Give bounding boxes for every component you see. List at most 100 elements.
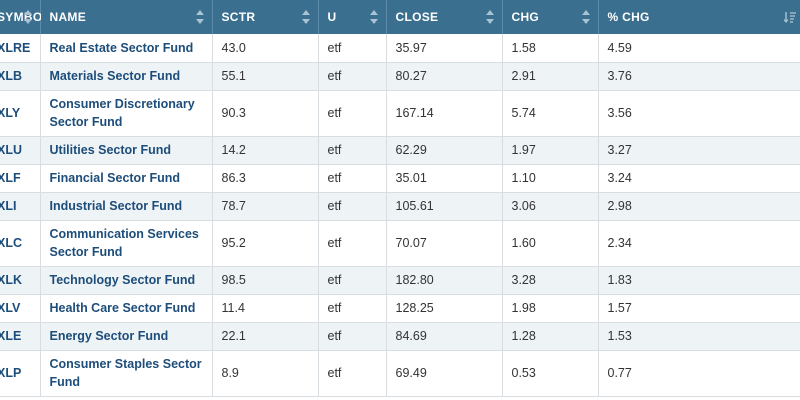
sctr-cell: 14.2 <box>212 136 319 165</box>
fund-name-link[interactable]: Industrial Sector Fund <box>49 199 183 213</box>
sort-icon[interactable] <box>485 10 494 24</box>
column-header-u[interactable]: U <box>318 0 387 34</box>
pct-chg-cell: 0.77 <box>598 350 800 397</box>
table-row[interactable]: XLF Financial Sector Fund 86.3etf35.011.10… <box>0 164 800 193</box>
table-row[interactable]: XLE Energy Sector Fund 22.1etf84.691.281.5… <box>0 322 800 351</box>
column-header-symbol[interactable]: SYMBOL <box>0 0 50 34</box>
sctr-cell: 8.9 <box>212 350 319 397</box>
pct-chg-cell: 1.57 <box>598 294 800 323</box>
table-row[interactable]: XLCCommunication Services Sector Fund 95.… <box>0 220 800 267</box>
chg-cell: 1.28 <box>502 322 599 351</box>
pct-chg-cell: 3.27 <box>598 136 800 165</box>
sort-icon[interactable] <box>301 10 310 24</box>
symbol-cell[interactable]: XLRE <box>0 34 41 63</box>
sctr-cell: 86.3 <box>212 164 319 193</box>
symbol-cell[interactable]: XLP <box>0 350 41 397</box>
universe-cell: etf <box>318 164 387 193</box>
column-header-close[interactable]: CLOSE <box>386 0 503 34</box>
sctr-cell: 98.5 <box>212 266 319 295</box>
close-cell: 35.01 <box>386 164 503 193</box>
name-cell: Health Care Sector Fund <box>40 294 213 323</box>
chg-cell: 1.10 <box>502 164 599 193</box>
fund-name-link[interactable]: Consumer Discretionary Sector Fund <box>49 97 195 129</box>
symbol-cell[interactable]: XLY <box>0 90 41 137</box>
table-row[interactable]: XLK Technology Sector Fund 98.5etf182.803.… <box>0 266 800 295</box>
fund-name-link[interactable]: Communication Services Sector Fund <box>49 227 199 259</box>
table-row[interactable]: XLU Utilities Sector Fund 14.2etf62.291.97… <box>0 136 800 165</box>
fund-name-link[interactable]: Consumer Staples Sector Fund <box>49 357 202 389</box>
name-cell: Technology Sector Fund <box>40 266 213 295</box>
fund-name-link[interactable]: Technology Sector Fund <box>49 273 196 287</box>
sctr-cell: 55.1 <box>212 62 319 91</box>
sort-icon[interactable] <box>23 10 32 24</box>
column-header-pct-chg[interactable]: % CHG <box>598 0 800 34</box>
chg-cell: 1.97 <box>502 136 599 165</box>
close-cell: 62.29 <box>386 136 503 165</box>
close-cell: 80.27 <box>386 62 503 91</box>
chg-cell: 3.06 <box>502 192 599 221</box>
name-cell: Consumer Discretionary Sector Fund <box>40 90 213 137</box>
fund-name-link[interactable]: Utilities Sector Fund <box>49 143 172 157</box>
symbol-cell[interactable]: XLE <box>0 322 41 351</box>
name-cell: Consumer Staples Sector Fund <box>40 350 213 397</box>
column-header-name[interactable]: NAME <box>40 0 213 34</box>
chg-cell: 2.91 <box>502 62 599 91</box>
name-cell: Real Estate Sector Fund <box>40 34 213 63</box>
close-cell: 69.49 <box>386 350 503 397</box>
symbol-cell[interactable]: XLB <box>0 62 41 91</box>
name-cell: Financial Sector Fund <box>40 164 213 193</box>
fund-name-link[interactable]: Materials Sector Fund <box>49 69 181 83</box>
sort-icon[interactable] <box>581 10 590 24</box>
table-header-row: SYMBOL NAME SCTR U CLOSE CHG % CHG <box>0 0 800 34</box>
column-header-chg[interactable]: CHG <box>502 0 599 34</box>
symbol-cell[interactable]: XLC <box>0 220 41 267</box>
sort-icon[interactable] <box>195 10 204 24</box>
close-cell: 167.14 <box>386 90 503 137</box>
symbol-cell[interactable]: XLK <box>0 266 41 295</box>
universe-cell: etf <box>318 62 387 91</box>
sctr-cell: 43.0 <box>212 34 319 63</box>
fund-name-link[interactable]: Health Care Sector Fund <box>49 301 196 315</box>
table-row[interactable]: XLVHealth Care Sector Fund11.4etf128.251… <box>0 294 800 323</box>
close-cell: 70.07 <box>386 220 503 267</box>
chg-cell: 1.98 <box>502 294 599 323</box>
fund-name-link[interactable]: Energy Sector Fund <box>49 329 169 343</box>
symbol-cell[interactable]: XLV <box>0 294 41 323</box>
pct-chg-cell: 1.83 <box>598 266 800 295</box>
pct-chg-cell: 3.24 <box>598 164 800 193</box>
name-cell: Materials Sector Fund <box>40 62 213 91</box>
universe-cell: etf <box>318 34 387 63</box>
table-row[interactable]: XLYConsumer Discretionary Sector Fund 90.… <box>0 90 800 137</box>
table-row[interactable]: XLPConsumer Staples Sector Fund 8.9etf69.… <box>0 350 800 397</box>
pct-chg-cell: 4.59 <box>598 34 800 63</box>
chg-cell: 1.58 <box>502 34 599 63</box>
pct-chg-cell: 1.53 <box>598 322 800 351</box>
universe-cell: etf <box>318 350 387 397</box>
close-cell: 84.69 <box>386 322 503 351</box>
sctr-cell: 78.7 <box>212 192 319 221</box>
universe-cell: etf <box>318 136 387 165</box>
universe-cell: etf <box>318 266 387 295</box>
column-header-sctr[interactable]: SCTR <box>212 0 319 34</box>
fund-name-link[interactable]: Real Estate Sector Fund <box>49 40 194 55</box>
sort-desc-icon[interactable] <box>783 11 796 23</box>
symbol-cell[interactable]: XLF <box>0 164 41 193</box>
chg-cell: 1.60 <box>502 220 599 267</box>
sctr-cell: 22.1 <box>212 322 319 351</box>
table-row[interactable]: XLRE Real Estate Sector Fund 43.0 etf 35.97 1… <box>0 34 800 63</box>
name-cell: Utilities Sector Fund <box>40 136 213 165</box>
table-row[interactable]: XLB Materials Sector Fund 55.1etf80.272.91… <box>0 62 800 91</box>
close-cell: 128.25 <box>386 294 503 323</box>
fund-name-link[interactable]: Financial Sector Fund <box>49 171 181 185</box>
chg-cell: 5.74 <box>502 90 599 137</box>
symbol-cell[interactable]: XLU <box>0 136 41 165</box>
symbol-cell[interactable]: XLI <box>0 192 41 221</box>
close-cell: 35.97 <box>386 34 503 63</box>
table-row[interactable]: XLI Industrial Sector Fund 78.7etf105.613.… <box>0 192 800 221</box>
pct-chg-cell: 2.98 <box>598 192 800 221</box>
universe-cell: etf <box>318 294 387 323</box>
pct-chg-cell: 3.56 <box>598 90 800 137</box>
sort-icon[interactable] <box>369 10 378 24</box>
